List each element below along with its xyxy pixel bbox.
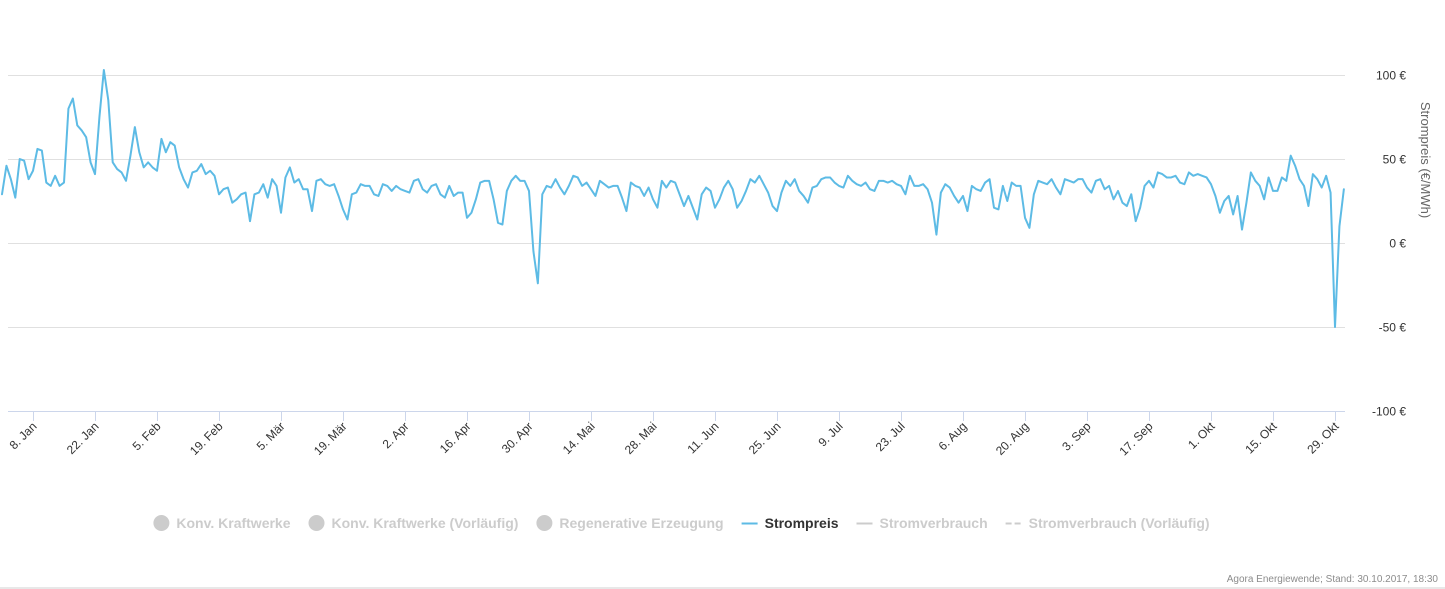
- y-tick-label: 100 €: [1376, 69, 1406, 83]
- x-tick-label: 19. Mär: [311, 419, 350, 458]
- legend-label: Stromverbrauch: [880, 515, 988, 531]
- x-tick-label: 3. Sep: [1059, 419, 1094, 454]
- legend-item[interactable]: Konv. Kraftwerke: [153, 515, 291, 531]
- legend-label: Strompreis: [765, 515, 839, 531]
- x-tick-label: 25. Jun: [746, 419, 784, 457]
- x-tick-label: 5. Feb: [130, 419, 164, 453]
- x-tick-label: 30. Apr: [499, 419, 536, 456]
- x-tick-label: 9. Jul: [815, 419, 845, 449]
- x-tick-label: 29. Okt: [1304, 419, 1342, 457]
- x-tick-label: 17. Sep: [1116, 419, 1155, 458]
- x-tick-label: 19. Feb: [187, 419, 226, 458]
- legend-label: Regenerative Erzeugung: [559, 515, 723, 531]
- y-axis: 100 € 50 € 0 € -50 € -100 €: [1372, 69, 1406, 419]
- legend-label: Stromverbrauch (Vorläufig): [1029, 515, 1210, 531]
- plot-area: [1, 68, 1345, 328]
- x-tick-label: 2. Apr: [380, 419, 412, 451]
- legend: Konv. Kraftwerke Konv. Kraftwerke (Vorläu…: [153, 515, 1210, 531]
- credit-text: Agora Energiewende; Stand: 30.10.2017, 1…: [1227, 574, 1439, 585]
- legend-item[interactable]: Stromverbrauch: [856, 515, 988, 531]
- y-tick-label: -100 €: [1372, 405, 1406, 419]
- legend-item[interactable]: Regenerative Erzeugung: [536, 515, 724, 531]
- x-tick-label: 15. Okt: [1242, 419, 1280, 457]
- x-tick-label: 8. Jan: [7, 419, 40, 452]
- x-tick-label: 6. Aug: [936, 419, 970, 453]
- y-axis-title: Strompreis (€/MWh): [1418, 102, 1433, 218]
- legend-label: Konv. Kraftwerke: [176, 515, 290, 531]
- legend-label: Konv. Kraftwerke (Vorläufig): [332, 515, 519, 531]
- x-tick-label: 28. Mai: [622, 419, 660, 457]
- legend-circle-icon: [536, 515, 553, 531]
- x-tick-label: 23. Jul: [873, 419, 908, 454]
- x-tick-label: 5. Mär: [254, 419, 288, 453]
- x-tick-label: 1. Okt: [1185, 419, 1218, 452]
- series-line-strompreis[interactable]: [1, 68, 1345, 328]
- legend-item[interactable]: Stromverbrauch (Vorläufig): [1005, 515, 1210, 531]
- legend-circle-icon: [153, 515, 170, 531]
- legend-item[interactable]: Strompreis: [741, 515, 839, 531]
- legend-circle-icon: [308, 515, 325, 531]
- y-tick-label: 50 €: [1383, 153, 1407, 167]
- legend-item[interactable]: Konv. Kraftwerke (Vorläufig): [308, 515, 519, 531]
- x-tick-label: 11. Jun: [685, 419, 722, 456]
- grid-layer: [8, 75, 1345, 412]
- x-tick-label: 16. Apr: [437, 419, 474, 456]
- x-tick-label: 20. Aug: [993, 419, 1032, 458]
- y-tick-label: -50 €: [1379, 321, 1407, 335]
- y-tick-label: 0 €: [1389, 237, 1406, 251]
- x-tick-label: 22. Jan: [64, 419, 102, 457]
- x-axis: 8. Jan 22. Jan 5. Feb 19. Feb 5. Mär 19. Mär 2…: [7, 411, 1342, 458]
- x-tick-label: 14. Mai: [560, 419, 598, 457]
